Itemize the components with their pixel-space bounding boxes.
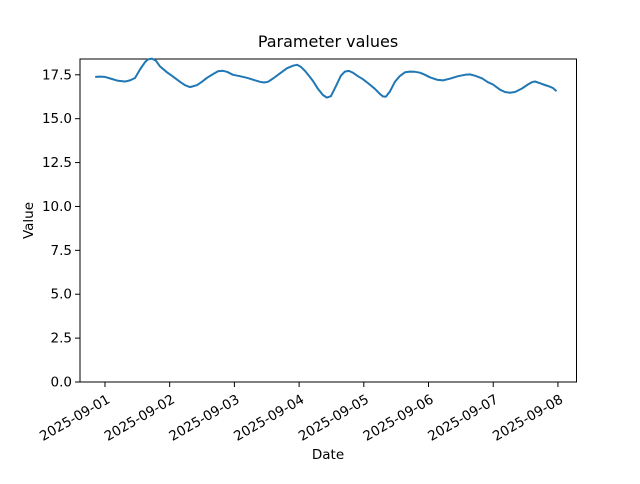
y-tick-label: 12.5: [42, 155, 72, 171]
x-tick-label: 2025-09-03: [166, 392, 242, 445]
y-tick-label: 5.0: [51, 287, 72, 303]
x-tick-label: 2025-09-02: [102, 392, 178, 445]
series-line: [95, 57, 557, 99]
chart-title: Parameter values: [258, 32, 398, 51]
x-tick-label: 2025-09-05: [296, 392, 372, 445]
x-tick-label: 2025-09-06: [361, 392, 437, 445]
x-axis-label: Date: [312, 447, 344, 463]
y-tick-label: 7.5: [51, 243, 72, 259]
y-tick-label: 17.5: [42, 67, 72, 83]
y-tick-label: 2.5: [51, 331, 72, 347]
y-tick-label: 10.0: [42, 199, 72, 215]
x-tick-label: 2025-09-08: [490, 392, 566, 445]
y-tick-label: 0.0: [51, 375, 72, 391]
y-axis-label: Value: [21, 202, 37, 239]
x-tick-label: 2025-09-01: [37, 392, 113, 445]
plot-frame: [79, 58, 577, 383]
x-tick-label: 2025-09-04: [231, 392, 307, 445]
plot-area: 2025-09-012025-09-022025-09-032025-09-04…: [37, 57, 577, 445]
y-tick-label: 15.0: [42, 111, 72, 127]
x-tick-label: 2025-09-07: [425, 392, 501, 445]
